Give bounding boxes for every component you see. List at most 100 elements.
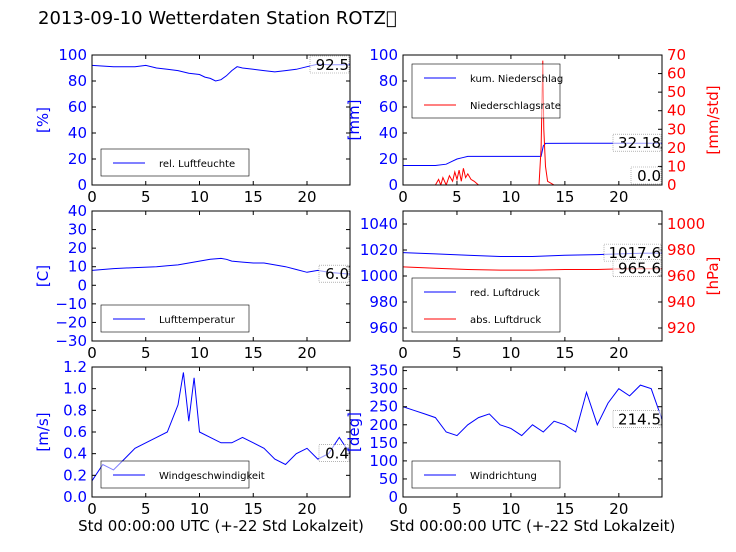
last-value-label: 0.0 <box>637 167 661 185</box>
last-value-box <box>318 444 350 462</box>
x-tick-label: 0 <box>87 188 97 206</box>
y-tick-label: 50 <box>379 470 398 488</box>
plot-frame <box>91 210 351 342</box>
y-right-axis-label: [mm/std] <box>704 85 722 154</box>
y-tick-label: 100 <box>369 46 398 64</box>
y-tick-label: 1.0 <box>63 380 87 398</box>
x-tick-label: 10 <box>501 344 520 362</box>
legend-label: Windgeschwindigkeit <box>159 471 265 482</box>
last-value-label: 965.6 <box>618 260 661 278</box>
y-tick-label: 80 <box>379 72 398 90</box>
legend-box <box>411 277 561 333</box>
y-tick-label: 20 <box>379 150 398 168</box>
y-tick-label: 0 <box>77 176 87 194</box>
x-axis-label: Std 00:00:00 UTC (+-22 Std Lokalzeit) <box>78 517 364 535</box>
y-tick-label: 0.0 <box>63 488 87 506</box>
y-right-axis-label: [hPa] <box>704 257 722 296</box>
legend-label: kum. Niederschlag <box>470 74 563 85</box>
y-right-tick-label: 980 <box>667 241 696 259</box>
x-tick-label: 5 <box>141 500 151 518</box>
y-axis-label: [mm] <box>345 100 363 141</box>
figure-title: 2013-09-10 Wetterdaten Station ROTZ  <box>38 8 397 29</box>
y-right-tick-label: 920 <box>667 319 696 337</box>
y-right-tick-label: 1000 <box>667 215 705 233</box>
y-axis-label: [deg] <box>345 412 363 452</box>
legend-box <box>100 304 250 333</box>
x-tick-label: 10 <box>501 500 520 518</box>
panel-4: 0 5 10 15 20 960 980 1000 1020 1040 920 940 960 980 10… <box>360 210 722 362</box>
y-tick-label: 1000 <box>360 267 398 285</box>
y-tick-label: 1020 <box>360 241 398 259</box>
y-tick-label: 0 <box>388 176 398 194</box>
y-right-tick-label: 940 <box>667 293 696 311</box>
y-tick-label: 350 <box>369 362 398 380</box>
y-tick-label: 40 <box>379 124 398 142</box>
y-tick-label: 1.2 <box>63 358 87 376</box>
y-tick-label: −20 <box>55 313 87 331</box>
y-tick-label: 200 <box>369 416 398 434</box>
y-right-tick-label: 60 <box>667 65 686 83</box>
plot-frame <box>402 54 663 186</box>
y-right-tick-label: 20 <box>667 139 686 157</box>
y-tick-label: 20 <box>68 150 87 168</box>
x-tick-label: 5 <box>452 344 462 362</box>
y-tick-label: 0.4 <box>63 445 87 463</box>
legend-label: rel. Luftfeuchte <box>159 159 235 170</box>
y-tick-label: 20 <box>68 239 87 257</box>
series-line-1 <box>92 63 350 82</box>
y-right-tick-label: 10 <box>667 157 686 175</box>
plot-frame <box>91 54 351 186</box>
last-value-label: 214.5 <box>618 411 661 429</box>
last-value-box <box>630 166 662 185</box>
x-tick-label: 20 <box>297 344 316 362</box>
y-tick-label: 0.8 <box>63 401 87 419</box>
x-tick-label: 0 <box>398 500 408 518</box>
last-value-label: 32.18 <box>618 134 661 152</box>
y-tick-label: 40 <box>68 202 87 220</box>
y-tick-label: 150 <box>369 434 398 452</box>
panel-3: 0 5 10 15 20−30−20−10010203040[C]Lufttempera… <box>34 202 351 362</box>
x-tick-label: 0 <box>87 500 97 518</box>
x-tick-label: 0 <box>398 188 408 206</box>
last-value-label: 1017.6 <box>609 244 662 262</box>
y-tick-label: 300 <box>369 380 398 398</box>
series-line-1 <box>92 372 350 482</box>
y-tick-label: 60 <box>379 98 398 116</box>
panel-2: 0 5 10 15 20020406080100010203040506070[mm][… <box>345 46 722 206</box>
y-tick-label: 980 <box>369 293 398 311</box>
y-tick-label: 60 <box>68 98 87 116</box>
x-tick-label: 10 <box>190 188 209 206</box>
x-tick-label: 15 <box>244 344 263 362</box>
y-tick-label: 0.2 <box>63 466 87 484</box>
x-tick-label: 5 <box>141 344 151 362</box>
y-tick-label: 80 <box>68 72 87 90</box>
x-tick-label: 15 <box>244 188 263 206</box>
y-tick-label: 100 <box>369 452 398 470</box>
y-tick-label: 960 <box>369 319 398 337</box>
x-tick-label: 15 <box>555 188 574 206</box>
y-right-tick-label: 30 <box>667 120 686 138</box>
last-value-box <box>309 55 350 74</box>
x-tick-label: 15 <box>244 500 263 518</box>
x-tick-label: 15 <box>555 500 574 518</box>
x-tick-label: 20 <box>609 344 628 362</box>
plot-frame <box>402 366 663 498</box>
legend-label: Niederschlagsrate <box>470 101 561 112</box>
legend-box <box>411 63 561 119</box>
x-tick-label: 10 <box>190 344 209 362</box>
y-axis-label: [%] <box>34 107 52 133</box>
x-tick-label: 5 <box>141 188 151 206</box>
x-tick-label: 5 <box>452 188 462 206</box>
y-tick-label: 0 <box>77 276 87 294</box>
y-right-tick-label: 0 <box>667 176 677 194</box>
panel-1: 0 5 10 15 20 0 20 40 60 80 100 [%] rel. Luftfeuchte 9… <box>34 46 351 206</box>
x-tick-label: 20 <box>609 188 628 206</box>
last-value-box <box>612 133 662 152</box>
y-right-tick-label: 50 <box>667 83 686 101</box>
legend-label: abs. Luftdruck <box>470 315 541 326</box>
series-line-2 <box>403 60 662 185</box>
last-value-label: 0.4 <box>325 445 349 463</box>
x-tick-label: 20 <box>297 188 316 206</box>
